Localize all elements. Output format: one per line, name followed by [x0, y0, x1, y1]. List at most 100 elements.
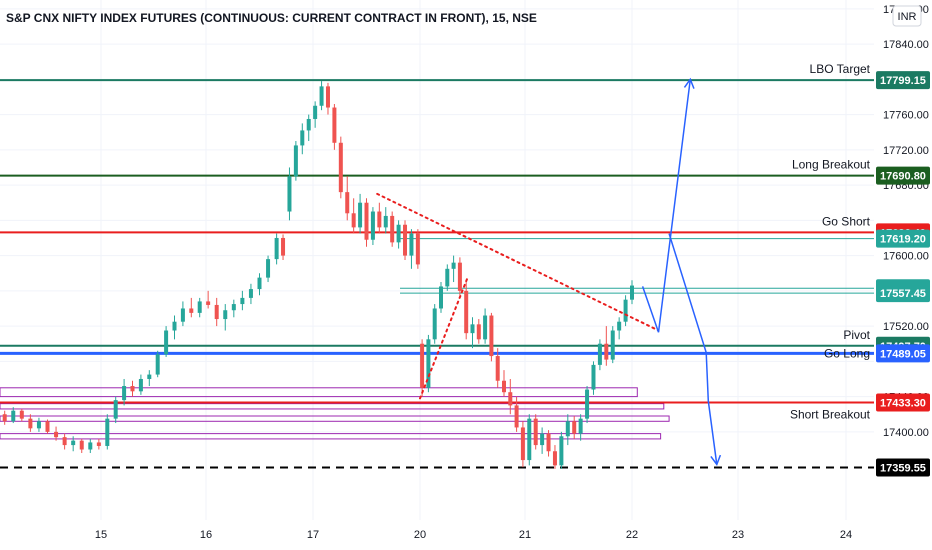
price-tag [876, 229, 930, 248]
price-tag [876, 344, 930, 363]
candle-down [28, 418, 33, 429]
trend-line [419, 277, 469, 400]
price-tag [876, 284, 930, 303]
candle-up [257, 277, 262, 290]
candle-down [54, 431, 59, 438]
x-tick-label: 21 [519, 529, 531, 541]
candle-up [172, 321, 177, 331]
candle-down [45, 421, 50, 432]
x-tick-label: 23 [732, 529, 744, 541]
candle-down [214, 304, 219, 320]
candle-up [266, 259, 271, 278]
arrow-head [683, 77, 695, 89]
candle-down [19, 410, 24, 419]
level-label: Pivot [843, 328, 870, 342]
candle-up [370, 211, 375, 240]
projection-down-arrow [668, 233, 718, 465]
y-tick-label: 17400.00 [883, 427, 929, 439]
candle-down [464, 290, 469, 334]
price-tag-label: 17619.20 [880, 234, 926, 246]
candle-up [585, 389, 590, 419]
candle-up [313, 105, 318, 119]
candle-down [364, 202, 369, 240]
candle-up [409, 233, 414, 256]
y-axis-panel [874, 0, 932, 550]
y-tick-label: 17720.00 [883, 145, 929, 157]
candle-down [130, 386, 135, 392]
candle-up [248, 289, 253, 298]
candle-up [287, 176, 292, 212]
candle-down [420, 343, 425, 388]
grid [0, 0, 874, 520]
candle-down [62, 437, 67, 446]
price-tag [876, 71, 930, 90]
candle-up [240, 297, 245, 305]
price-tag [876, 166, 930, 185]
candle-down [533, 418, 538, 446]
price-tag [876, 458, 930, 477]
candle-up [432, 308, 437, 340]
candle-up [630, 285, 634, 300]
currency-label: INR [898, 11, 917, 23]
candle-down [514, 405, 519, 428]
x-axis: 15 16 17 20 21 22 23 24 [0, 520, 874, 550]
support-zone [0, 387, 638, 398]
candle-down [508, 392, 513, 406]
candle-up [623, 299, 628, 322]
candle-up [445, 268, 450, 287]
candle-up [306, 118, 311, 131]
candle-down [338, 142, 343, 193]
candle-down [604, 343, 609, 360]
candle-up [396, 224, 401, 243]
level-label: Short Breakout [790, 408, 871, 422]
candle-down [96, 442, 101, 446]
candle-down [572, 421, 577, 434]
candle-down [489, 315, 494, 357]
price-tag-label: 17799.15 [880, 75, 926, 87]
price-tag-label: 17557.45 [880, 288, 926, 300]
candle-down [390, 215, 395, 243]
candle-down [495, 356, 500, 381]
y-tick-label: 17520.00 [883, 321, 929, 333]
candle-down [281, 237, 286, 256]
level-label: Go Long [824, 346, 870, 360]
candle-down [552, 451, 557, 466]
candle-up [617, 321, 622, 331]
candle-down [332, 107, 337, 143]
candle-up [113, 400, 118, 419]
candle-up [138, 378, 143, 392]
candle-up [597, 343, 602, 365]
candle-up [122, 386, 127, 401]
candle-down [476, 324, 481, 340]
support-zones [0, 387, 670, 440]
level-label: Go Short [822, 214, 871, 228]
level-labels: LBO Target Long Breakout Go Short Pivot Go L… [790, 62, 871, 421]
support-zone [0, 403, 665, 410]
support-zone [0, 433, 662, 440]
currency-badge[interactable]: INR [892, 5, 922, 27]
y-tick-label: 17600.00 [883, 251, 929, 263]
candle-down [325, 86, 330, 108]
candle-up [36, 421, 41, 429]
candle-up [164, 330, 169, 355]
candle-down [351, 213, 356, 228]
chart-title: S&P CNX NIFTY INDEX FUTURES (CONTINUOUS:… [6, 11, 537, 25]
candle-up [426, 339, 431, 388]
x-tick-label: 22 [626, 529, 638, 541]
candle-up [565, 421, 570, 437]
candle-up [105, 418, 110, 446]
candle-up [88, 442, 93, 450]
candle-up [71, 440, 76, 446]
candle-up [231, 304, 236, 311]
x-tick-label: 15 [95, 529, 107, 541]
candle-up [11, 410, 16, 422]
candle-up [483, 315, 488, 340]
price-tag-label: 17433.30 [880, 398, 926, 410]
x-tick-label: 24 [840, 529, 852, 541]
candle-down [189, 308, 194, 313]
candle-up [319, 86, 324, 106]
projection-arrows [641, 77, 722, 467]
candle-down [206, 301, 211, 305]
